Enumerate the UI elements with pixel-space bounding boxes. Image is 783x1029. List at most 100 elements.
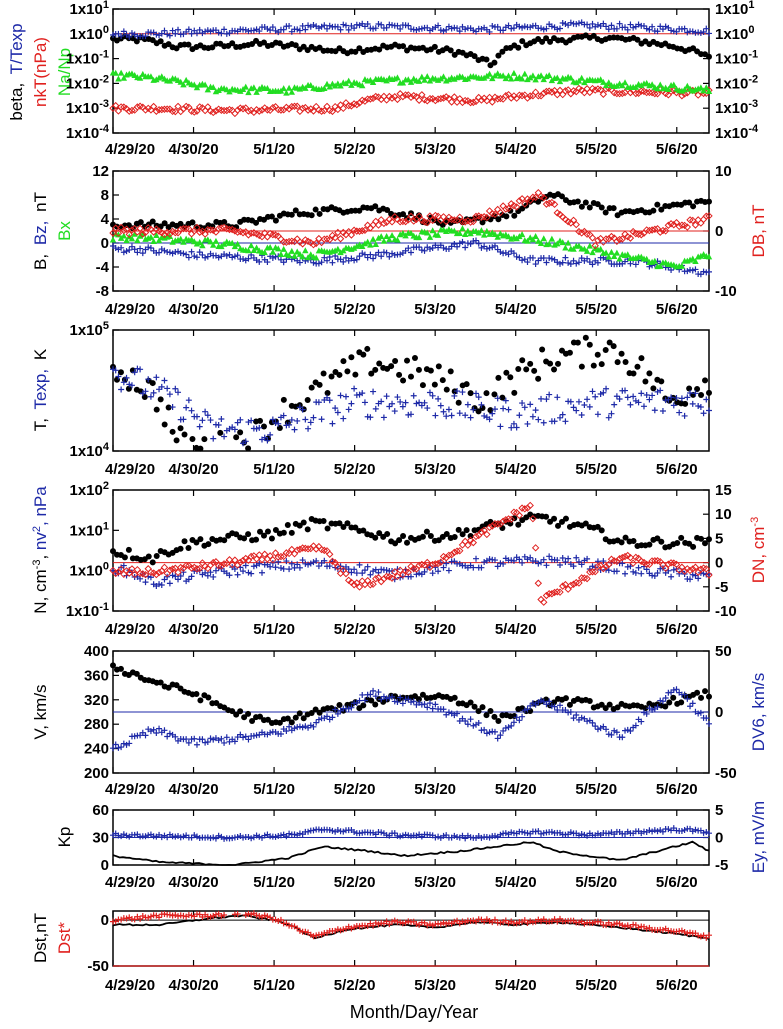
marker-0-1-6 xyxy=(126,33,133,40)
marker-3-2-78 xyxy=(320,546,329,555)
marker-1-3-136 xyxy=(477,213,486,222)
marker-1-1-113 xyxy=(416,244,423,251)
marker-1-1-89 xyxy=(351,257,358,264)
marker-2-1-169 xyxy=(567,398,574,405)
marker-0-1-72 xyxy=(305,22,312,29)
marker-1-2-197 xyxy=(643,255,650,262)
marker-0-1-85 xyxy=(340,21,347,28)
marker-1-3-84 xyxy=(336,235,345,243)
marker-0-1-165 xyxy=(557,25,563,32)
marker-4-1-74 xyxy=(310,723,317,730)
marker-6-1-106 xyxy=(397,919,404,926)
marker-0-3-199 xyxy=(648,81,656,88)
marker-0-2-117 xyxy=(426,94,434,103)
marker-1-0-113 xyxy=(558,193,565,200)
marker-0-3-73 xyxy=(307,81,314,88)
marker-6-1-10 xyxy=(137,915,144,922)
beta-label: beta, xyxy=(7,83,26,121)
marker-4-1-119 xyxy=(432,701,439,708)
marker-1-1-14 xyxy=(147,244,154,251)
marker-0-1-105 xyxy=(394,22,401,29)
marker-3-2-152 xyxy=(521,505,529,513)
marker-1-1-9 xyxy=(134,249,141,256)
marker-3-1-201 xyxy=(654,569,661,576)
marker-0-2-163 xyxy=(550,86,559,95)
marker-1-1-43 xyxy=(226,251,233,258)
marker-1-1-22 xyxy=(169,250,176,257)
marker-4-0-115 xyxy=(566,701,573,708)
marker-3-2-71 xyxy=(301,544,310,553)
marker-0-3-137 xyxy=(480,74,488,81)
marker-1-3-108 xyxy=(401,217,410,226)
date-label-5-5: 5/4/20 xyxy=(495,874,537,891)
marker-1-1-29 xyxy=(188,248,195,255)
marker-0-2-23 xyxy=(171,107,180,116)
marker-0-1-169 xyxy=(567,19,574,26)
marker-1-1-50 xyxy=(245,255,252,262)
marker-2-0-131 xyxy=(630,370,637,377)
panel-0-marks: 1x10-41x10-31x10-21x10-11x1001x1011x10-4… xyxy=(66,0,759,158)
marker-1-1-33 xyxy=(199,251,206,258)
marker-1-3-161 xyxy=(545,199,553,207)
marker-0-1-217 xyxy=(697,29,704,36)
marker-2-1-184 xyxy=(608,410,615,417)
marker-4-1-139 xyxy=(486,729,493,736)
marker-2-1-136 xyxy=(478,401,485,408)
marker-0-2-105 xyxy=(393,95,402,104)
marker-2-0-11 xyxy=(153,406,160,413)
marker-2-0-52 xyxy=(316,381,323,388)
marker-0-2-22 xyxy=(168,107,177,116)
marker-2-0-94 xyxy=(483,390,490,397)
marker-2-1-31 xyxy=(193,413,200,420)
marker-0-1-114 xyxy=(418,25,425,32)
marker-1-1-146 xyxy=(505,251,512,258)
marker-5-1-104 xyxy=(391,830,398,837)
marker-6-1-122 xyxy=(440,919,447,926)
marker-0-2-18 xyxy=(158,105,166,114)
marker-1-3-83 xyxy=(334,228,342,237)
marker-3-2-138 xyxy=(483,530,491,539)
y-tick-label-1-0: -8 xyxy=(96,283,109,300)
marker-3-2-146 xyxy=(504,515,513,523)
date-label-3-5: 5/4/20 xyxy=(495,621,537,638)
marker-3-1-133 xyxy=(470,564,477,571)
marker-2-1-34 xyxy=(202,408,209,415)
marker-3-0-72 xyxy=(396,537,403,544)
marker-5-1-162 xyxy=(548,828,555,835)
marker-1-2-175 xyxy=(583,247,591,254)
marker-1-1-156 xyxy=(532,261,539,268)
marker-3-2-150 xyxy=(515,511,524,520)
marker-1-1-82 xyxy=(332,253,339,259)
marker-1-2-50 xyxy=(245,247,252,254)
marker-1-2-150 xyxy=(516,233,523,240)
marker-0-2-54 xyxy=(255,107,263,115)
marker-1-2-21 xyxy=(166,233,174,240)
marker-3-1-97 xyxy=(372,566,379,573)
marker-3-0-34 xyxy=(245,531,252,538)
marker-4-0-148 xyxy=(698,694,705,701)
marker-1-2-62 xyxy=(277,250,285,257)
marker-6-1-84 xyxy=(337,927,344,934)
marker-1-2-158 xyxy=(537,240,545,247)
marker-0-3-139 xyxy=(486,70,493,77)
marker-0-2-67 xyxy=(290,102,299,110)
date-label-6-3: 5/2/20 xyxy=(334,977,376,994)
date-label-0-5: 5/4/20 xyxy=(495,141,537,158)
marker-0-3-114 xyxy=(418,73,426,80)
marker-2-1-13 xyxy=(145,376,152,383)
marker-0-2-162 xyxy=(548,88,556,96)
y2-tick-label-1-2: 10 xyxy=(715,163,732,180)
marker-0-3-96 xyxy=(369,78,377,85)
marker-6-1-187 xyxy=(616,920,623,927)
marker-2-0-132 xyxy=(634,363,641,370)
marker-1-3-207 xyxy=(670,221,678,229)
y-tick-label-0-5: 1x101 xyxy=(70,0,110,18)
marker-2-0-144 xyxy=(682,400,689,407)
date-label-4-3: 5/2/20 xyxy=(334,781,376,798)
marker-4-1-130 xyxy=(462,717,469,724)
marker-2-0-37 xyxy=(257,417,264,424)
marker-2-1-88 xyxy=(348,400,355,407)
marker-2-1-16 xyxy=(153,374,160,381)
marker-1-3-170 xyxy=(569,216,578,225)
y-tick-right-label-0-1: 1x10-3 xyxy=(715,98,758,117)
